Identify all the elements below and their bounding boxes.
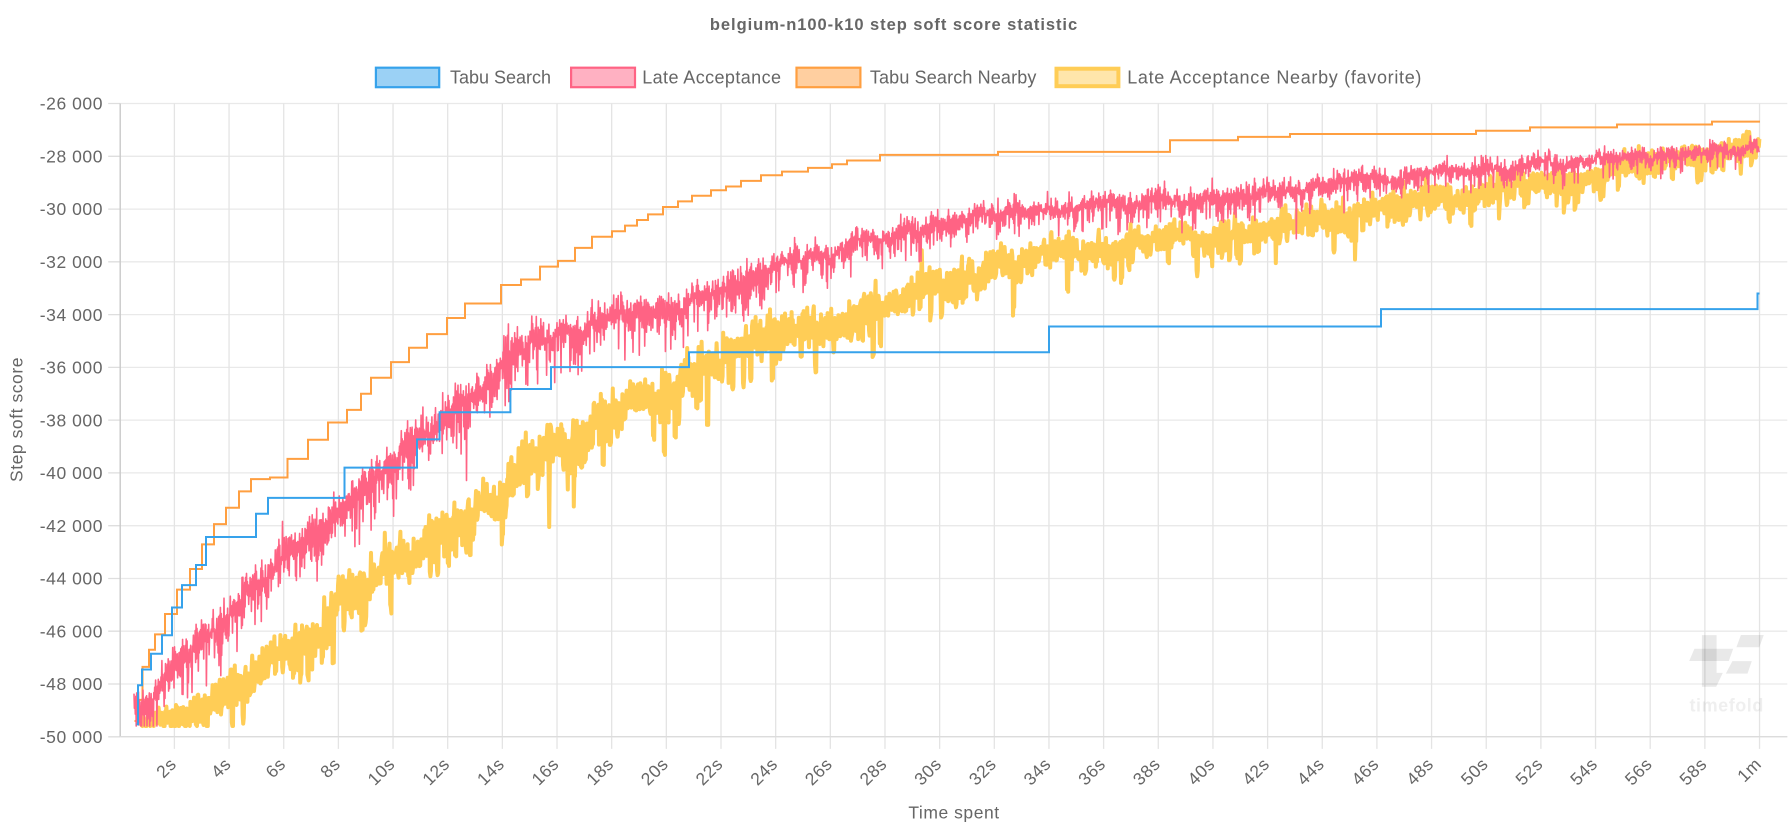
svg-text:timefold: timefold bbox=[1690, 696, 1764, 716]
svg-text:1m: 1m bbox=[1733, 754, 1765, 786]
svg-text:52s: 52s bbox=[1511, 754, 1546, 789]
svg-text:Late Acceptance: Late Acceptance bbox=[642, 67, 781, 87]
svg-text:30s: 30s bbox=[910, 754, 945, 789]
svg-text:48s: 48s bbox=[1402, 754, 1437, 789]
svg-text:54s: 54s bbox=[1566, 754, 1601, 789]
svg-text:50s: 50s bbox=[1457, 754, 1492, 789]
svg-text:Tabu Search: Tabu Search bbox=[450, 67, 551, 87]
svg-text:-48 000: -48 000 bbox=[40, 674, 103, 694]
svg-text:Tabu Search Nearby: Tabu Search Nearby bbox=[870, 67, 1037, 87]
svg-text:Step soft score: Step soft score bbox=[7, 357, 27, 482]
svg-text:-40 000: -40 000 bbox=[40, 463, 103, 483]
svg-text:-44 000: -44 000 bbox=[40, 569, 103, 589]
svg-text:4s: 4s bbox=[207, 754, 235, 782]
svg-text:Late Acceptance Nearby (favori: Late Acceptance Nearby (favorite) bbox=[1127, 67, 1422, 87]
svg-text:22s: 22s bbox=[692, 754, 727, 789]
svg-text:56s: 56s bbox=[1621, 754, 1656, 789]
svg-text:-32 000: -32 000 bbox=[40, 252, 103, 272]
svg-text:-42 000: -42 000 bbox=[40, 516, 103, 536]
svg-text:-34 000: -34 000 bbox=[40, 305, 103, 325]
svg-text:14s: 14s bbox=[473, 754, 508, 789]
svg-text:58s: 58s bbox=[1675, 754, 1710, 789]
svg-text:42s: 42s bbox=[1238, 754, 1273, 789]
svg-text:-26 000: -26 000 bbox=[40, 94, 103, 114]
svg-text:-36 000: -36 000 bbox=[40, 358, 103, 378]
svg-text:16s: 16s bbox=[528, 754, 563, 789]
svg-text:20s: 20s bbox=[637, 754, 672, 789]
svg-text:-50 000: -50 000 bbox=[40, 727, 103, 747]
svg-text:38s: 38s bbox=[1129, 754, 1164, 789]
svg-text:-46 000: -46 000 bbox=[40, 622, 103, 642]
svg-text:2s: 2s bbox=[152, 754, 180, 782]
svg-text:36s: 36s bbox=[1074, 754, 1109, 789]
svg-text:24s: 24s bbox=[746, 754, 781, 789]
svg-text:34s: 34s bbox=[1020, 754, 1055, 789]
svg-text:40s: 40s bbox=[1183, 754, 1218, 789]
svg-text:8s: 8s bbox=[316, 754, 344, 782]
svg-text:6s: 6s bbox=[262, 754, 290, 782]
svg-text:44s: 44s bbox=[1293, 754, 1328, 789]
svg-text:-30 000: -30 000 bbox=[40, 199, 103, 219]
svg-text:-28 000: -28 000 bbox=[40, 147, 103, 167]
svg-text:-38 000: -38 000 bbox=[40, 410, 103, 430]
svg-text:10s: 10s bbox=[364, 754, 399, 789]
svg-text:26s: 26s bbox=[801, 754, 836, 789]
svg-text:18s: 18s bbox=[582, 754, 617, 789]
svg-text:Time spent: Time spent bbox=[908, 803, 999, 823]
svg-text:belgium-n100-k10 step soft sco: belgium-n100-k10 step soft score statist… bbox=[710, 16, 1078, 34]
svg-text:46s: 46s bbox=[1347, 754, 1382, 789]
svg-text:12s: 12s bbox=[418, 754, 453, 789]
svg-text:28s: 28s bbox=[856, 754, 891, 789]
svg-text:32s: 32s bbox=[965, 754, 1000, 789]
